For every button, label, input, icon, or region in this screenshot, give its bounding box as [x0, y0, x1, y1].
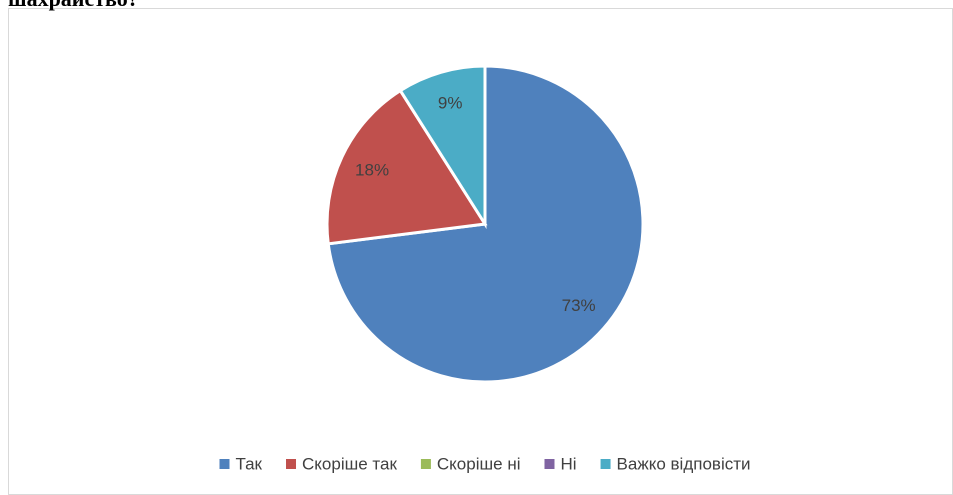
legend-label: Скоріше ні — [437, 454, 521, 473]
pie-slice — [398, 64, 487, 230]
legend-swatch — [219, 459, 230, 469]
legend-swatch — [286, 459, 297, 469]
legend-label: Важко відповісти — [617, 454, 751, 473]
legend-swatch — [420, 459, 431, 469]
legend-swatch — [544, 459, 555, 469]
legend-label: Ні — [560, 454, 576, 473]
legend-label: Скоріше так — [302, 454, 397, 473]
chart-title: шахрайство? — [8, 0, 139, 11]
data-label: 73% — [562, 296, 596, 315]
data-label: 18% — [355, 160, 389, 179]
data-label: 9% — [438, 94, 463, 113]
pie-slice — [325, 88, 488, 246]
legend-swatch — [600, 459, 611, 469]
legend-label: Так — [235, 454, 262, 473]
